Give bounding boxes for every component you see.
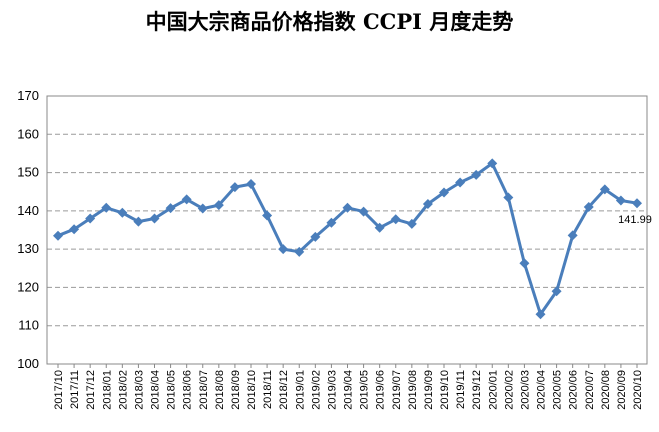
x-tick-label: 2020/07	[584, 370, 596, 410]
x-tick-label: 2019/11	[455, 370, 467, 409]
x-tick-label: 2018/12	[278, 370, 290, 410]
chart-title: 中国大宗商品价格指数 CCPI 月度走势	[145, 9, 514, 34]
data-point-marker	[455, 177, 466, 188]
y-axis-ticks: 100 110 120 130 140 150 160 170	[17, 88, 39, 371]
data-point-marker	[503, 192, 514, 203]
data-point-marker	[406, 218, 417, 229]
data-point-marker	[181, 194, 192, 205]
x-tick-label: 2020/08	[600, 370, 612, 410]
x-tick-label: 2019/07	[391, 370, 403, 410]
data-point-marker	[294, 246, 305, 257]
y-tick-label: 120	[17, 279, 39, 294]
data-point-marker	[117, 207, 128, 218]
data-point-marker	[165, 203, 176, 214]
data-label: 141.99	[618, 214, 652, 226]
x-tick-label: 2019/01	[294, 370, 306, 410]
x-tick-label: 2018/04	[150, 370, 162, 410]
data-point-marker	[69, 224, 80, 235]
x-tick-label: 2020/03	[519, 370, 531, 410]
data-point-marker	[551, 286, 562, 297]
data-point-marker	[583, 202, 594, 213]
x-tick-label: 2019/03	[326, 370, 338, 410]
gridlines	[47, 133, 647, 327]
x-tick-label: 2020/06	[568, 370, 580, 410]
data-point-marker	[615, 195, 626, 206]
data-point-marker	[519, 258, 530, 269]
data-point-marker	[374, 222, 385, 233]
x-tick-label: 2019/04	[343, 370, 355, 410]
x-tick-label: 2017/11	[69, 370, 81, 409]
x-tick-label: 2020/05	[552, 370, 564, 410]
data-point-marker	[535, 309, 546, 320]
x-tick-label: 2019/09	[423, 370, 435, 410]
x-tick-label: 2018/10	[246, 370, 258, 410]
x-tick-label: 2019/02	[310, 370, 322, 410]
data-labels: 141.99	[618, 214, 652, 226]
x-tick-label: 2020/04	[536, 370, 548, 410]
series-line	[57, 161, 638, 316]
x-tick-label: 2019/05	[359, 370, 371, 410]
data-point-marker	[567, 230, 578, 241]
data-point-marker	[471, 169, 482, 180]
y-tick-label: 140	[17, 203, 39, 218]
x-tick-label: 2019/08	[407, 370, 419, 410]
x-tick-label: 2018/07	[198, 370, 210, 410]
series-markers	[53, 158, 642, 320]
data-point-marker	[358, 206, 369, 217]
data-point-marker	[246, 179, 256, 190]
data-point-marker	[342, 202, 353, 213]
data-point-marker	[85, 213, 96, 224]
x-tick-label: 2018/08	[214, 370, 226, 410]
x-tick-label: 2020/10	[632, 370, 644, 410]
data-point-marker	[149, 213, 160, 224]
data-point-marker	[632, 198, 642, 209]
data-point-marker	[53, 230, 63, 241]
data-point-marker	[262, 210, 273, 221]
y-tick-label: 110	[18, 318, 39, 333]
x-tick-label: 2018/01	[101, 370, 113, 410]
x-tick-label: 2018/02	[117, 370, 129, 410]
y-tick-label: 150	[17, 165, 39, 180]
y-tick-label: 160	[17, 126, 39, 141]
y-tick-label: 100	[17, 356, 39, 371]
data-point-marker	[439, 187, 449, 198]
x-tick-label: 2018/05	[166, 370, 178, 410]
data-point-marker	[213, 200, 224, 211]
y-tick-label: 130	[17, 241, 39, 256]
x-tick-label: 2018/03	[133, 370, 145, 410]
data-point-marker	[422, 198, 433, 209]
plot-area-frame	[46, 95, 648, 365]
data-point-marker	[326, 217, 337, 228]
data-point-marker	[390, 214, 401, 225]
x-tick-label: 2018/11	[262, 370, 274, 409]
y-tick-label: 170	[17, 88, 39, 103]
data-point-marker	[278, 244, 289, 255]
x-tick-label: 2017/12	[85, 370, 97, 410]
data-point-marker	[487, 158, 498, 169]
x-tick-label: 2018/09	[230, 370, 242, 410]
x-tick-label: 2020/02	[503, 370, 515, 410]
data-point-marker	[310, 231, 321, 242]
x-tick-label: 2017/10	[53, 370, 65, 410]
x-tick-label: 2019/06	[375, 370, 387, 410]
x-tick-label: 2018/06	[182, 370, 194, 410]
x-axis-ticks: 2017/10 2017/11 2017/12 2018/01 2018/02 2018/…	[53, 364, 644, 410]
x-tick-label: 2020/01	[487, 370, 499, 410]
data-point-marker	[133, 216, 144, 227]
x-tick-label: 2019/10	[439, 370, 451, 410]
data-point-marker	[197, 203, 208, 214]
data-point-marker	[599, 184, 610, 195]
x-tick-label: 2020/09	[616, 370, 628, 410]
data-point-marker	[101, 202, 112, 213]
x-tick-label: 2019/12	[471, 370, 483, 410]
data-point-marker	[229, 182, 240, 193]
